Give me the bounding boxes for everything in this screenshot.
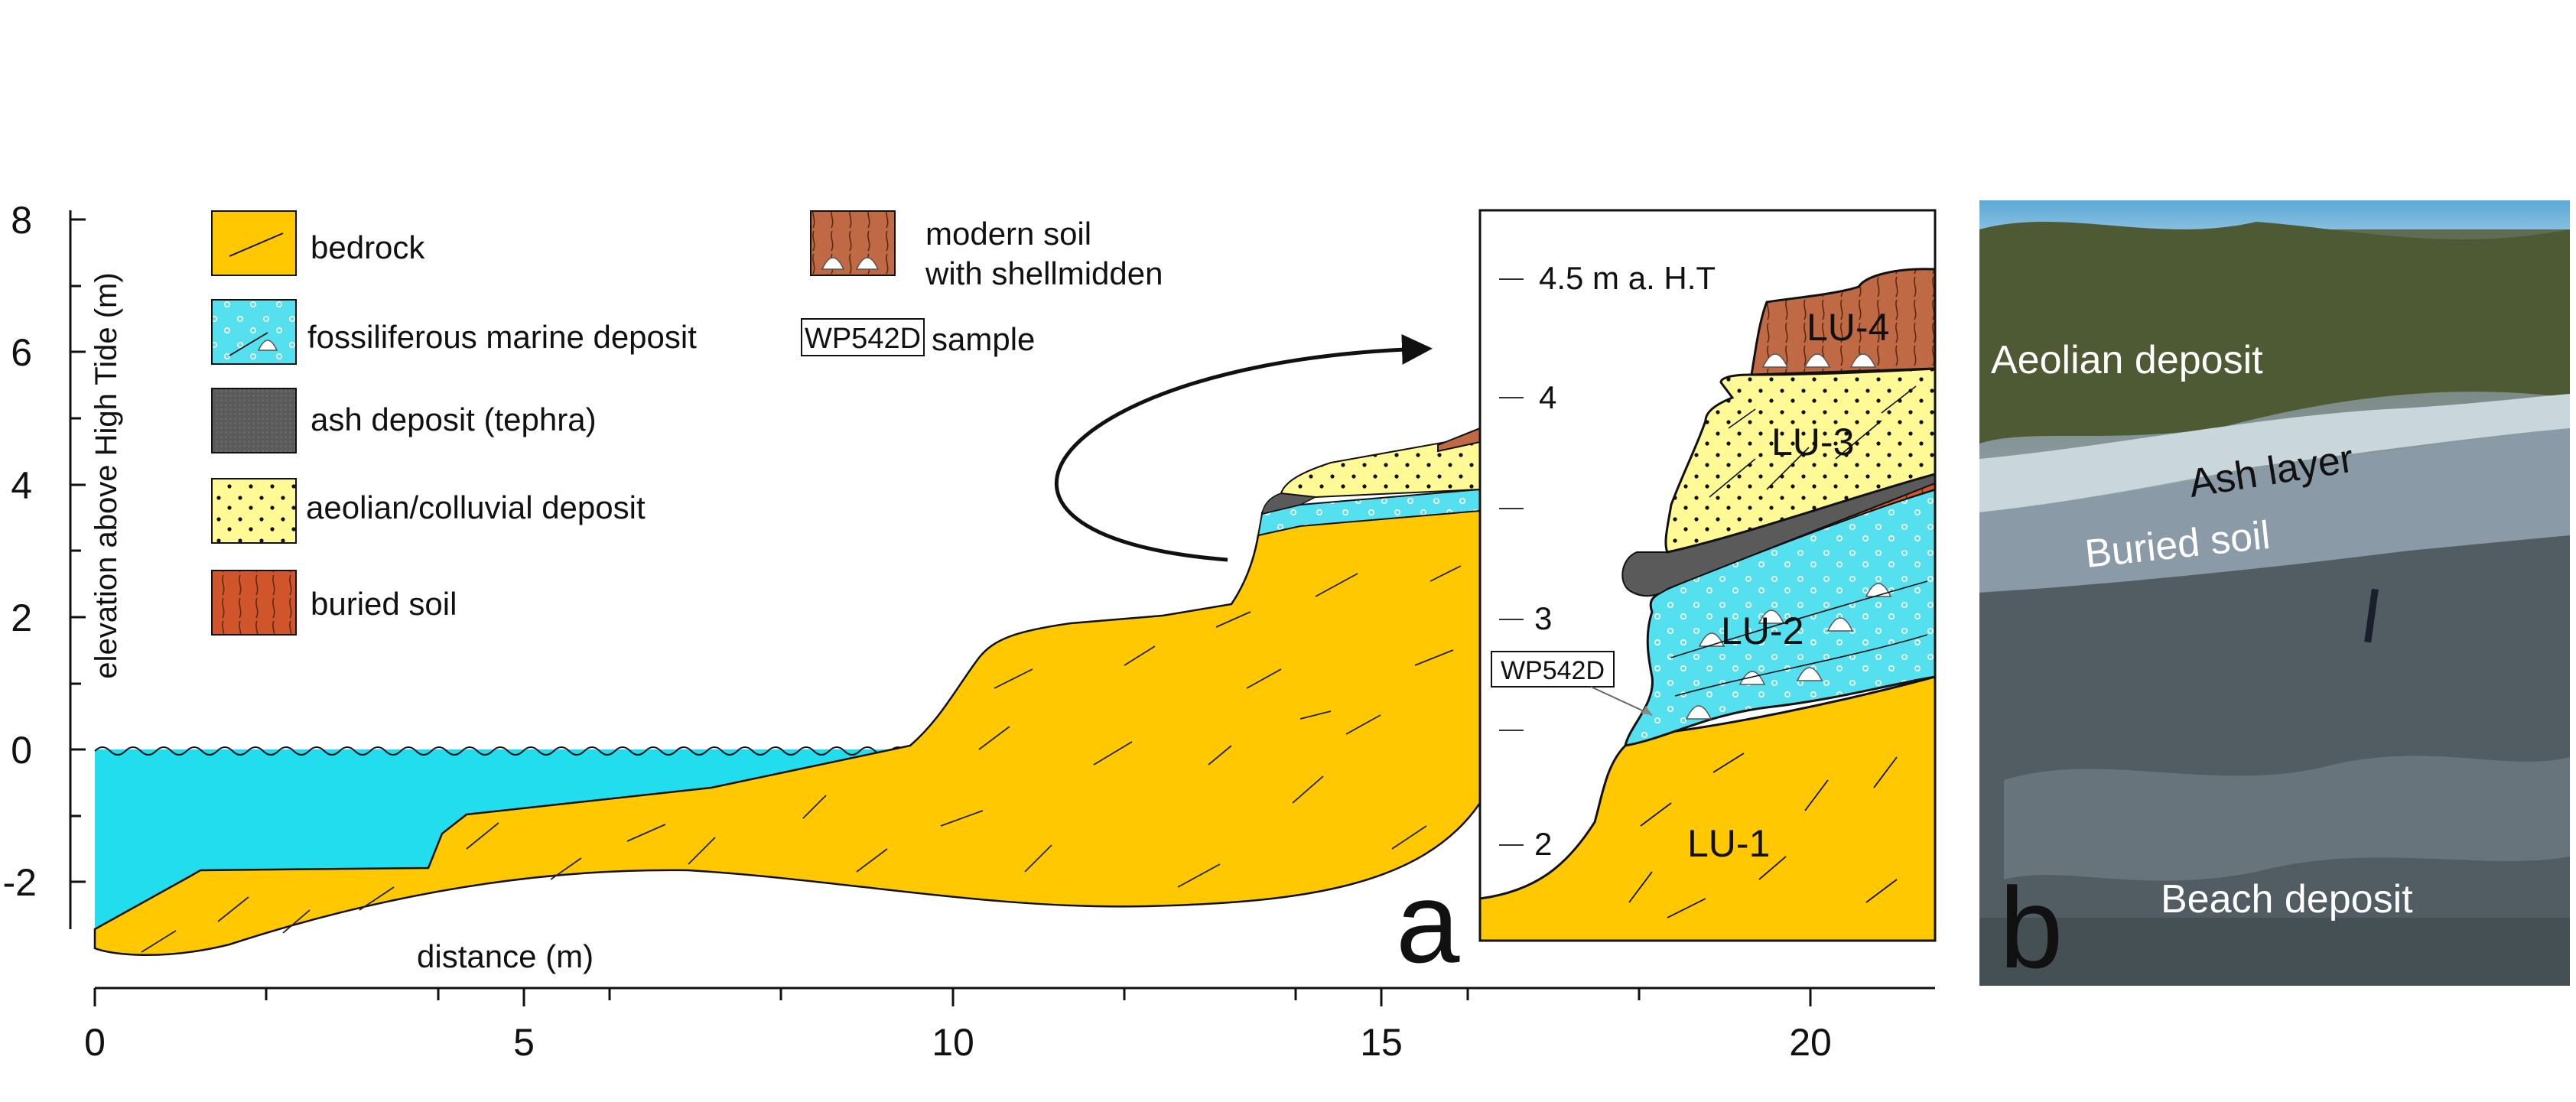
unit-label-lu-4: LU-4 (1807, 306, 1889, 349)
modern-soil (1437, 427, 1480, 453)
photo-bottom-shade (1979, 918, 2570, 986)
sample-label: WP542D (1501, 656, 1605, 685)
photo-scale-pen (2364, 588, 2379, 643)
unit-label-lu-2: LU-2 (1721, 610, 1804, 652)
inset-tick-label: 2 (1534, 826, 1552, 862)
x-tick-label: 5 (513, 1021, 535, 1064)
aeolian-deposit (1280, 434, 1480, 499)
legend-sample-code: WP542D (805, 323, 921, 355)
bedrock-profile (93, 507, 1480, 956)
photo-label-beach: Beach deposit (2161, 877, 2413, 922)
inset-tick-label: 3 (1534, 600, 1552, 636)
unit-lu-4 (1750, 268, 1935, 376)
lu-1-hatch (1628, 753, 1898, 918)
sample-label-box (1491, 651, 1615, 688)
legend-label-ash: ash deposit (tephra) (311, 401, 597, 437)
unit-label-lu-1: LU-1 (1687, 822, 1770, 865)
zoom-arrow (1054, 333, 1433, 562)
panel-label-b: b (1999, 863, 2063, 992)
inset-frame (1478, 209, 1937, 942)
legend-label-marine: fossiliferous marine deposit (307, 319, 697, 355)
shell-icon (257, 340, 278, 351)
y-tick-label: 8 (11, 199, 32, 242)
inset-tick-label: 4 (1539, 379, 1556, 415)
legend-label-buried-soil: buried soil (311, 586, 457, 622)
legend-swatch-bedrock-line (229, 232, 284, 257)
photo-beach-texture (2004, 756, 2570, 881)
legend-label-sample: sample (932, 321, 1035, 357)
legend: bedrock fossiliferous marine deposit ash… (211, 210, 1163, 636)
y-tick-label: 6 (11, 331, 32, 374)
legend-label-modern-soil-2: with shellmidden (925, 255, 1163, 291)
sea-surface (94, 746, 906, 756)
legend-swatch-buried-soil (211, 570, 297, 636)
unit-lu-3 (1664, 367, 1935, 554)
photo-label-aeolian: Aeolian deposit (1991, 338, 2263, 382)
bedrock-hatch (141, 565, 1462, 953)
x-tick-label: 20 (1789, 1021, 1832, 1064)
field-photo (1979, 200, 2570, 986)
legend-label-modern-soil: modern soil (925, 216, 1091, 252)
inset-tick-label: 4.5 m a. H.T (1539, 260, 1716, 296)
y-tick-label: -2 (3, 861, 37, 904)
legend-swatch-ash (211, 388, 297, 453)
panel-label-a: a (1396, 858, 1460, 987)
legend-swatch-aeolian (211, 478, 297, 544)
shell-icon (821, 257, 845, 270)
photo-ash-band (1979, 394, 2570, 512)
legend-swatch-marine-line (229, 332, 268, 356)
y-axis (69, 210, 86, 929)
unit-label-lu-3: LU-3 (1771, 421, 1854, 463)
y-axis-label: elevation above High Tide (m) (89, 272, 123, 678)
x-axis (93, 987, 1935, 1006)
lu-3-lines (1709, 385, 1917, 498)
inset-section: 4.5 m a. H.T 4 3 2 LU-4 LU-3 LU-2 LU-1 W… (1478, 209, 1937, 942)
lu-2-lines (1670, 580, 1928, 697)
x-axis-label: distance (m) (417, 938, 594, 974)
sample-pointer (1590, 686, 1653, 716)
legend-label-aeolian: aeolian/colluvial deposit (306, 489, 646, 525)
x-tick-label: 15 (1360, 1021, 1403, 1064)
photo-vegetation (1979, 222, 2570, 444)
legend-sample-box (801, 318, 925, 356)
shell-icon (855, 257, 880, 270)
y-tick-label: 4 (11, 464, 32, 507)
lu-4-shells (1761, 353, 1877, 368)
x-tick-label: 0 (84, 1021, 106, 1064)
inset-ticks (1499, 278, 1524, 846)
y-tick-label: 2 (11, 597, 32, 639)
unit-lu-1 (1480, 675, 1935, 941)
cross-section (93, 427, 1480, 956)
sample-pointer-head (1641, 706, 1652, 715)
legend-swatch-bedrock (211, 210, 297, 276)
y-tick-label: 0 (11, 729, 32, 772)
x-tick-label: 10 (932, 1021, 974, 1064)
lu-2-shells (1685, 583, 1892, 720)
legend-label-bedrock: bedrock (311, 229, 425, 265)
legend-swatch-marine (211, 299, 297, 365)
